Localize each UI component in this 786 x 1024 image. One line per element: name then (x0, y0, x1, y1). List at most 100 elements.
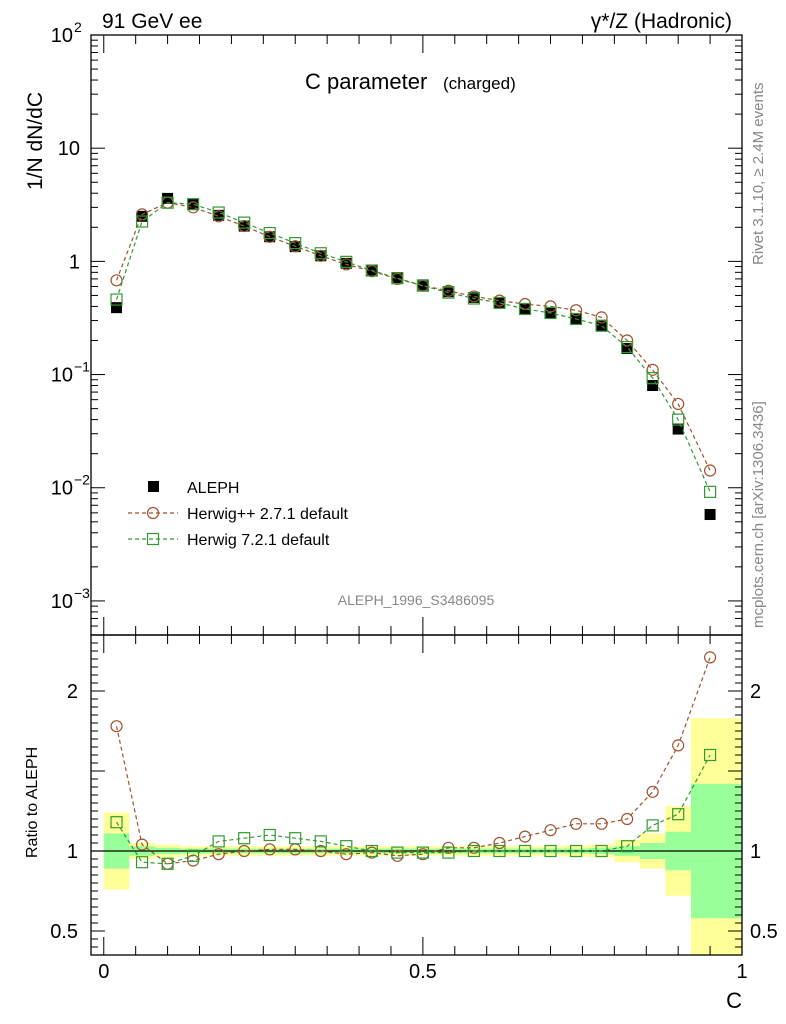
legend-label-herwigpp: Herwig++ 2.7.1 default (187, 506, 349, 523)
data-point (544, 300, 557, 313)
ratio-point (161, 857, 174, 870)
data-point (646, 372, 659, 385)
data-point (111, 302, 123, 314)
data-point (595, 311, 608, 324)
y-tick-label-exponent: −3 (74, 585, 90, 601)
y-tick-label-exponent: −1 (74, 359, 90, 375)
data-point (647, 380, 659, 392)
ratio-point (518, 844, 532, 858)
data-point (672, 397, 685, 411)
data-point (703, 485, 717, 498)
legend: ALEPH Herwig++ 2.7.1 default Herwig 7.2.… (128, 480, 349, 549)
y-tick-label: 10 (58, 138, 80, 160)
ratio-point (569, 817, 583, 830)
data-point (493, 297, 505, 309)
ratio-point (518, 830, 532, 843)
data-point (263, 226, 276, 240)
data-point (518, 302, 532, 316)
data-point (493, 296, 506, 309)
legend-entry-herwigpp: Herwig++ 2.7.1 default (128, 506, 349, 523)
x-tick-label: 0 (98, 961, 109, 983)
ratio-point (110, 816, 123, 829)
data-point (569, 312, 583, 326)
ratio-point (289, 832, 302, 845)
chart-title: C parameter (305, 69, 427, 94)
ratio-point (595, 817, 608, 830)
ratio-series-line (116, 754, 711, 865)
ratio-axis-label: Ratio to ALEPH (24, 747, 41, 858)
legend-marker-herwigpp (146, 506, 160, 520)
series-line (115, 202, 711, 471)
ratio-panel-series (110, 651, 717, 870)
y-tick-label: 10 (51, 478, 73, 500)
legend-marker-aleph (148, 481, 159, 492)
data-point (621, 342, 633, 354)
ratio-point (621, 840, 634, 853)
ratio-point (646, 819, 659, 832)
ratio-point (212, 835, 225, 848)
data-point (646, 363, 659, 376)
ratio-point (467, 844, 481, 858)
ratio-point (672, 808, 685, 821)
data-point (417, 279, 429, 291)
analysis-watermark: ALEPH_1996_S3486095 (338, 592, 495, 608)
legend-entry-aleph: ALEPH (148, 480, 239, 497)
data-point (110, 293, 123, 306)
series-line (115, 202, 711, 493)
header-right: γ*/Z (Hadronic) (591, 10, 732, 33)
data-point (442, 286, 454, 298)
data-point (391, 272, 403, 284)
y-tick-label: 10 (51, 25, 73, 47)
ratio-point (314, 844, 327, 858)
y-tick-label: 10 (51, 591, 73, 613)
data-point (569, 304, 583, 317)
ratio-point (135, 838, 149, 851)
data-point (703, 464, 717, 477)
data-point (672, 423, 684, 435)
data-point (162, 192, 174, 204)
data-point (238, 220, 250, 232)
header-left: 91 GeV ee (102, 10, 202, 33)
y-tick-label: 1 (69, 251, 80, 273)
data-point (212, 206, 225, 219)
ratio-point (212, 848, 225, 861)
ratio-uncertainty-bands (103, 718, 742, 955)
rivet-version-label: Rivet 3.1.10, ≥ 2.4M events (750, 83, 767, 266)
data-point (289, 237, 302, 250)
y-tick-label: 10 (51, 365, 73, 387)
x-axis-label: C (726, 988, 742, 1013)
y-tick-label-exponent: −2 (74, 472, 90, 488)
data-point (416, 279, 429, 292)
data-point (314, 247, 327, 260)
data-point (468, 291, 480, 303)
legend-label-aleph: ALEPH (187, 480, 239, 497)
ratio-point (110, 720, 123, 733)
data-point (621, 340, 634, 354)
ratio-point (238, 832, 251, 845)
ratio-series-line (115, 657, 711, 865)
data-point (238, 216, 251, 229)
x-tick-label: 1 (736, 961, 747, 983)
legend-marker-herwig7 (146, 532, 160, 546)
ratio-point (672, 739, 685, 752)
mcplots-reference-label: mcplots.cern.ch [arXiv:1306.3436] (750, 401, 767, 628)
data-point (187, 198, 199, 210)
data-point (467, 292, 481, 305)
data-point (340, 255, 353, 268)
ratio-point (646, 785, 659, 798)
data-point (391, 272, 404, 285)
data-point (596, 320, 608, 332)
ratio-point (314, 835, 327, 848)
ratio-point (340, 848, 353, 861)
ratio-tick-label: 1 (67, 841, 78, 863)
ratio-tick-label: 0.5 (50, 921, 78, 943)
ratio-panel-frame (90, 634, 743, 956)
data-point (704, 509, 716, 521)
ratio-point (544, 844, 557, 858)
data-point (135, 208, 149, 221)
legend-label-herwig7: Herwig 7.2.1 default (187, 532, 330, 549)
data-point (365, 264, 378, 277)
ratio-point (569, 844, 583, 858)
